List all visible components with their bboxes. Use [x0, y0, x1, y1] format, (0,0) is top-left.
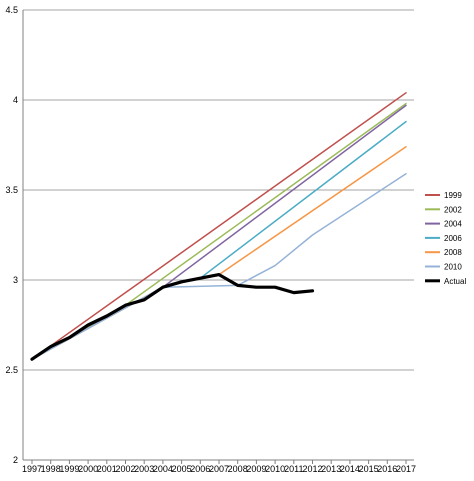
x-tick-label: 2004: [153, 464, 173, 474]
gridlines: [23, 9, 414, 461]
legend-label: Actual: [444, 277, 466, 286]
x-tick-label: 2009: [246, 464, 266, 474]
series-line-actual: [30, 273, 315, 361]
y-tick-label: 4: [13, 95, 18, 105]
x-tick-label: 2003: [134, 464, 154, 474]
x-tick-label: 2015: [359, 464, 379, 474]
axes: [22, 10, 414, 464]
legend: 1999 2002 2004 2006 2008 2010 Actual: [425, 191, 466, 286]
series-lines: [30, 92, 407, 361]
series-line-1999: [31, 92, 407, 360]
x-tick-label: 2013: [321, 464, 341, 474]
x-tick-label: 2000: [78, 464, 98, 474]
x-tick-label: 1998: [41, 464, 61, 474]
legend-label: 1999: [444, 191, 462, 200]
series-line-2002: [31, 102, 407, 360]
x-tick-label: 2010: [265, 464, 285, 474]
x-tick-label: 2017: [396, 464, 416, 474]
x-tick-label: 2014: [340, 464, 360, 474]
x-tick-label: 2002: [115, 464, 135, 474]
legend-label: 2010: [444, 263, 462, 272]
x-tick-label: 1997: [22, 464, 42, 474]
x-tick-label: 1999: [59, 464, 79, 474]
y-tick-label: 4.5: [5, 5, 18, 15]
legend-label: 2006: [444, 234, 462, 243]
x-tick-label: 2008: [228, 464, 248, 474]
y-tick-label: 2.5: [5, 365, 18, 375]
y-tick-label: 3.5: [5, 185, 18, 195]
y-tick-label: 3: [13, 275, 18, 285]
x-tick-label: 2016: [377, 464, 397, 474]
y-tick-label: 2: [13, 455, 18, 465]
x-tick-label: 2011: [284, 464, 303, 474]
legend-label: 2008: [444, 248, 462, 257]
legend-label: 2002: [444, 205, 462, 214]
y-tick-labels: 2 2.5 3 3.5 4 4.5: [5, 5, 18, 465]
series-line-2010: [31, 173, 407, 360]
x-tick-label: 2007: [209, 464, 229, 474]
x-tick-label: 2001: [97, 464, 117, 474]
x-tick-labels: 1997199819992000200120022003200420052006…: [22, 464, 416, 474]
x-tick-label: 2005: [172, 464, 192, 474]
legend-label: 2004: [444, 220, 462, 229]
x-tick-label: 2012: [302, 464, 322, 474]
x-tick-label: 2006: [190, 464, 210, 474]
